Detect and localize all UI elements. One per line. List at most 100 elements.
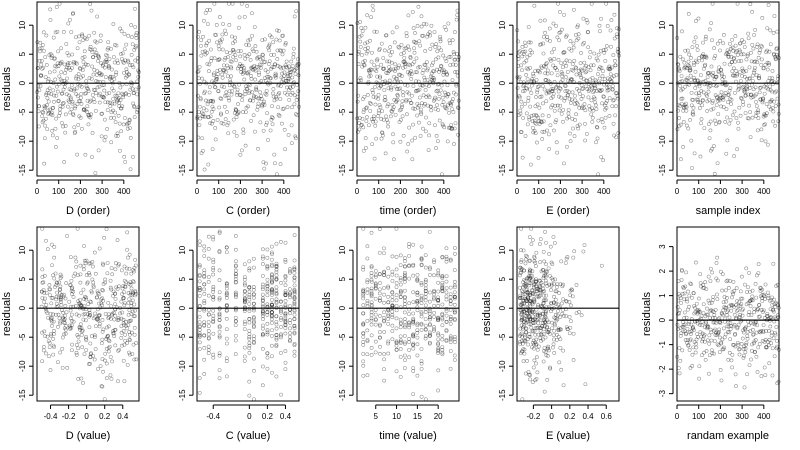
data-point	[564, 64, 569, 68]
data-point	[261, 314, 265, 318]
data-point	[770, 106, 775, 110]
data-point	[127, 266, 132, 271]
data-point	[527, 115, 532, 120]
data-point	[426, 84, 431, 88]
data-point	[403, 272, 407, 277]
data-point	[394, 347, 399, 352]
data-point	[251, 325, 256, 329]
data-point	[95, 14, 99, 19]
data-point	[275, 48, 280, 53]
data-point	[738, 315, 742, 319]
data-point	[691, 345, 696, 350]
data-point	[769, 107, 773, 112]
data-point	[247, 302, 252, 306]
data-point	[409, 77, 414, 81]
data-point	[292, 288, 297, 292]
data-point	[579, 313, 584, 318]
data-point	[233, 274, 238, 279]
data-point	[136, 56, 140, 60]
data-point	[365, 13, 370, 18]
data-point	[683, 322, 688, 327]
data-point	[88, 341, 93, 346]
data-point	[600, 74, 605, 78]
data-point	[234, 115, 239, 119]
data-point	[286, 78, 291, 83]
data-point	[72, 87, 77, 92]
data-point	[111, 108, 115, 113]
data-point	[551, 87, 555, 91]
data-point	[292, 317, 297, 322]
data-point	[691, 105, 696, 110]
data-point	[233, 108, 238, 113]
data-point	[243, 110, 248, 114]
data-point	[685, 340, 689, 345]
data-point	[131, 268, 136, 272]
data-point	[224, 302, 229, 307]
data-point	[690, 97, 695, 102]
data-point	[722, 295, 727, 299]
y-axis-title: residuals	[321, 291, 333, 336]
data-point	[367, 68, 372, 73]
data-point	[562, 50, 567, 55]
data-point	[731, 73, 735, 78]
data-point	[288, 295, 292, 300]
data-point	[724, 52, 728, 57]
data-point	[537, 105, 542, 110]
data-point	[764, 111, 769, 116]
data-point	[97, 324, 102, 329]
x-tick-label: -0.2	[526, 412, 540, 421]
data-point	[124, 82, 129, 86]
data-point	[688, 366, 693, 370]
data-point	[532, 129, 537, 133]
data-point	[377, 86, 382, 90]
data-point	[537, 313, 542, 317]
data-point	[607, 96, 612, 101]
data-point	[705, 325, 710, 329]
data-point	[444, 320, 449, 324]
data-point	[428, 323, 432, 328]
data-point	[105, 333, 110, 338]
data-point	[528, 273, 533, 278]
data-point	[369, 353, 374, 357]
data-point	[242, 262, 247, 267]
y-tick-label: 5	[178, 276, 187, 281]
data-point	[556, 89, 561, 94]
data-point	[533, 316, 537, 321]
data-point	[247, 335, 252, 339]
data-point	[260, 104, 264, 109]
data-point	[45, 96, 50, 100]
data-point	[548, 123, 553, 128]
data-point	[212, 1, 217, 6]
data-point	[714, 74, 719, 79]
data-point	[748, 298, 753, 303]
data-point	[716, 330, 721, 335]
data-point	[699, 314, 704, 318]
y-tick-label: -15	[498, 164, 507, 176]
data-point	[415, 113, 419, 118]
data-point	[753, 282, 758, 286]
data-point	[436, 297, 441, 302]
data-point	[289, 67, 294, 72]
data-point	[64, 281, 69, 286]
data-point	[61, 316, 65, 321]
data-point	[128, 167, 133, 172]
data-point	[71, 11, 76, 15]
data-point	[444, 254, 449, 259]
data-point	[753, 85, 758, 90]
data-point	[446, 102, 451, 107]
data-point	[206, 320, 211, 324]
data-point	[373, 312, 378, 317]
data-point	[552, 294, 556, 299]
data-point	[120, 292, 125, 296]
data-point	[715, 96, 719, 100]
data-point	[59, 70, 64, 75]
data-point	[723, 305, 728, 310]
data-point	[758, 86, 762, 91]
data-point	[128, 280, 133, 285]
data-point	[206, 351, 211, 356]
data-point	[749, 357, 753, 362]
data-point	[607, 64, 612, 69]
data-point	[64, 323, 69, 328]
data-point	[773, 305, 778, 310]
data-point	[247, 266, 252, 271]
